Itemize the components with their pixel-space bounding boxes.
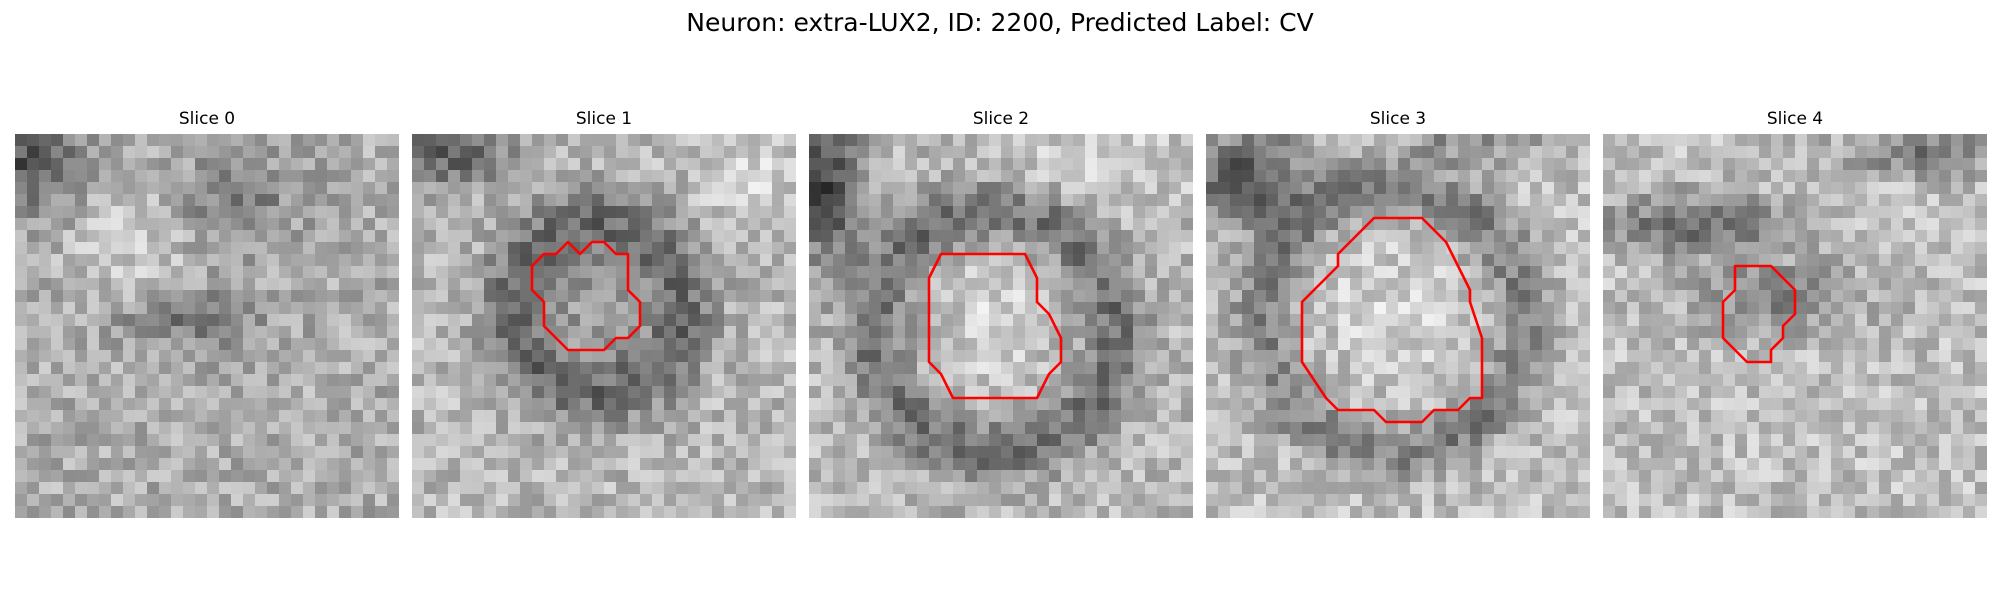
slice-title-0: Slice 0 [178, 109, 236, 129]
roi-contour [1300, 216, 1484, 424]
pixel-grid [809, 134, 1193, 518]
pixel-grid [1206, 134, 1590, 518]
slice-image-2 [809, 134, 1193, 518]
slice-title-2: Slice 2 [972, 109, 1030, 129]
pixel-grid [1603, 134, 1987, 518]
slice-image-0 [15, 134, 399, 518]
slice-title-1: Slice 1 [575, 109, 633, 129]
slice-image-1 [412, 134, 796, 518]
slice-panel-1: Slice 1 [412, 108, 796, 518]
slice-title-4: Slice 4 [1766, 109, 1824, 129]
pixel-grid [15, 134, 399, 518]
slice-image-4 [1603, 134, 1987, 518]
slice-panel-4: Slice 4 [1603, 108, 1987, 518]
slice-panel-0: Slice 0 [15, 108, 399, 518]
pixel-grid [412, 134, 796, 518]
slice-panel-2: Slice 2 [809, 108, 1193, 518]
roi-contour [1721, 264, 1797, 364]
roi-contour [927, 252, 1063, 400]
slice-panel-3: Slice 3 [1206, 108, 1590, 518]
slice-image-3 [1206, 134, 1590, 518]
figure-title: Neuron: extra-LUX2, ID: 2200, Predicted … [686, 8, 1314, 37]
slice-title-3: Slice 3 [1369, 109, 1427, 129]
roi-contour [530, 240, 642, 352]
